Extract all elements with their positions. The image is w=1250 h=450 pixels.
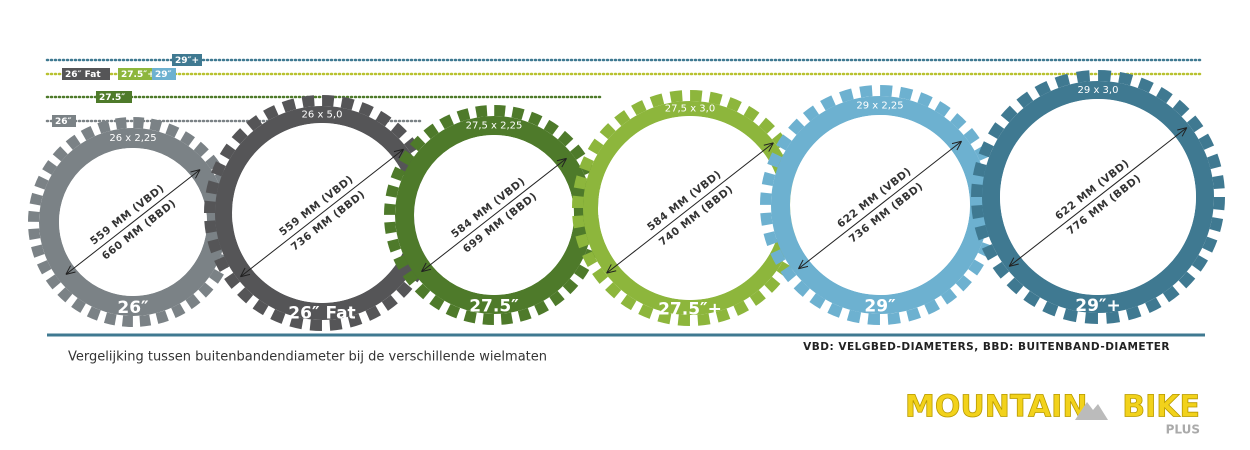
tire-size: 29 x 2,25: [856, 101, 903, 112]
arrow-head: [393, 148, 405, 159]
tire: [982, 81, 1214, 313]
tire-size: 26 x 5,0: [302, 110, 343, 121]
tire-size: 27,5 x 2,25: [466, 121, 523, 132]
marker-label: 26″ Fat: [65, 70, 101, 80]
tire-size: 27,5 x 3,0: [665, 104, 715, 115]
wheel: 29 x 3,029″+622 MM (VBD)776 MM (BBD): [971, 70, 1225, 324]
diameter-arrow: [798, 140, 962, 270]
tire-size: 26 x 2,25: [109, 133, 156, 144]
wheel-name: 29″+: [1075, 296, 1121, 316]
wheel-name: 26″ Fat: [288, 304, 355, 324]
wheel: 27,5 x 3,027.5″+584 MM (VBD)740 MM (BBD): [572, 90, 808, 326]
arrow-head: [1177, 127, 1188, 137]
marker-label: 29″: [155, 70, 172, 80]
marker-label: 27.5″: [99, 93, 125, 103]
logo-sub: PLUS: [1166, 423, 1200, 437]
diameter-arrow: [606, 142, 774, 274]
marker-label: 27.5″+: [121, 70, 155, 80]
tire: [771, 96, 989, 314]
arrow-head: [421, 262, 432, 273]
diameter-arrow: [421, 157, 567, 273]
marker-bg: [96, 91, 132, 103]
diameter-arrow: [65, 169, 201, 275]
marker-bg: [172, 54, 202, 66]
logo: MOUNTAIN BIKE PLUS: [905, 389, 1201, 437]
arrow-head: [951, 140, 963, 151]
arrow-head: [65, 265, 76, 275]
marker-label: 26″: [55, 117, 72, 127]
arrow-head: [239, 267, 251, 278]
legend-note: VBD: VELGBED-DIAMETERS, BBD: BUITENBAND-…: [803, 341, 1170, 353]
logo-main: MOUNTAIN: [905, 390, 1087, 425]
marker-bg: [62, 68, 110, 80]
caption: Vergelijking tussen buitenbandendiameter…: [68, 350, 547, 365]
tire-size: 29 x 3,0: [1078, 85, 1119, 96]
diameter-arrow: [240, 148, 404, 278]
arrow-head: [1008, 257, 1019, 267]
tire-knobs: [971, 70, 1225, 324]
logo-second: BIKE: [1122, 390, 1200, 425]
wheel-name: 26″: [117, 298, 149, 318]
diameter-arrow: [1008, 127, 1188, 267]
wheel-name: 29″: [864, 297, 896, 317]
marker-bg: [152, 68, 176, 80]
wheel-name: 27.5″+: [658, 300, 722, 320]
logo-mountain: [1075, 402, 1108, 420]
arrow-head: [190, 169, 201, 179]
arrow-head: [763, 142, 774, 152]
arrow-head: [797, 259, 809, 270]
wheel-name: 27.5″: [469, 297, 519, 317]
marker-bg: [118, 68, 160, 80]
arrow-head: [606, 264, 617, 274]
marker-label: 29″+: [175, 56, 199, 66]
arrow-head: [556, 157, 567, 168]
marker-bg: [52, 115, 76, 127]
